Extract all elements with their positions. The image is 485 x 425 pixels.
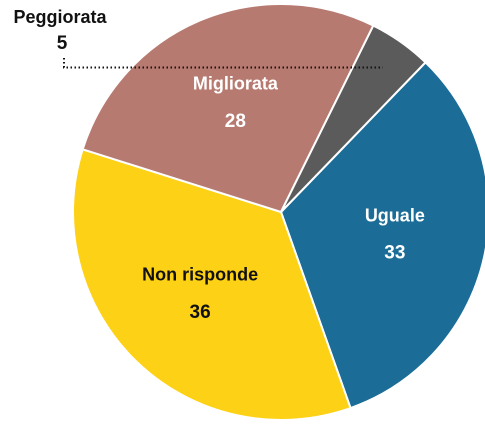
pie-slice [280,24,427,213]
pie-slice [279,60,485,410]
leader-line [63,58,383,69]
slice-label: Uguale [365,205,425,225]
slice-label: Peggiorata [13,7,107,27]
slice-value: 36 [190,302,211,323]
slice-label: Non risponde [142,265,258,285]
slice-value: 5 [57,33,68,54]
slice-value: 28 [225,111,246,132]
slice-label: Migliorata [193,74,279,94]
pie-slice [81,3,375,214]
slice-value: 33 [384,243,405,264]
pie-slice [72,148,352,421]
